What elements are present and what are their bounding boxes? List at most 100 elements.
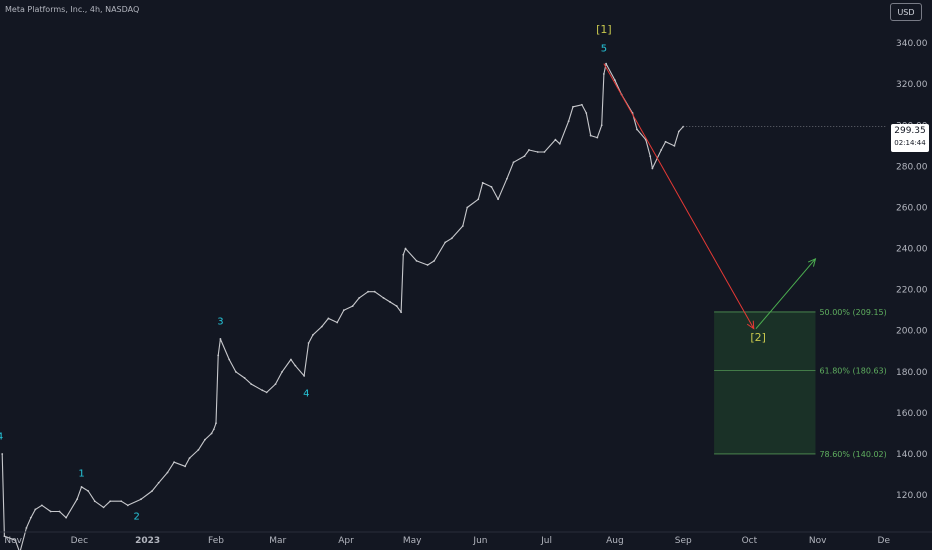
- price-point: [614, 79, 616, 82]
- price-point: [265, 391, 268, 394]
- time-tick-label: Nov: [4, 536, 22, 546]
- price-point: [512, 161, 515, 164]
- price-point: [536, 151, 539, 153]
- down-projection-arrow-head: [746, 320, 755, 330]
- price-point: [336, 321, 339, 324]
- price-point: [80, 485, 83, 488]
- price-point: [402, 253, 405, 256]
- price-point: [382, 296, 385, 299]
- price-point: [490, 186, 493, 188]
- price-point: [450, 237, 453, 240]
- price-tick-label: 200.00: [896, 327, 928, 337]
- price-point: [49, 510, 52, 513]
- price-point: [466, 206, 469, 209]
- price-point: [342, 309, 345, 312]
- time-tick-label: Sep: [675, 536, 692, 546]
- chart-title: Meta Platforms, Inc., 4h, NASDAQ: [5, 5, 140, 14]
- fib-level-label: 50.00% (209.15): [819, 308, 886, 317]
- price-point: [126, 504, 129, 507]
- price-point: [528, 149, 530, 151]
- down-projection-arrow: [603, 63, 755, 330]
- price-point: [389, 301, 392, 303]
- time-tick-label: Jun: [472, 536, 487, 546]
- price-point: [188, 457, 191, 460]
- price-point: [373, 290, 376, 293]
- wave-label: 2: [133, 512, 139, 523]
- price-point: [461, 225, 464, 227]
- price-point: [585, 112, 588, 114]
- bar-countdown: 02:14:44: [894, 139, 926, 147]
- price-point: [102, 506, 105, 509]
- price-point: [554, 138, 557, 141]
- price-point: [312, 333, 314, 336]
- price-point: [589, 134, 592, 137]
- down-projection-arrow-line: [603, 63, 755, 329]
- price-tick-label: 180.00: [896, 368, 928, 378]
- price-point: [228, 358, 231, 361]
- price-point: [184, 465, 187, 468]
- last-price-label: 299.35 02:14:44: [891, 124, 929, 152]
- price-tick-label: 280.00: [896, 162, 928, 172]
- price-point: [351, 305, 354, 307]
- price-point: [682, 125, 685, 128]
- price-point: [204, 438, 206, 441]
- price-point: [567, 120, 570, 123]
- price-point: [173, 461, 176, 464]
- price-point: [605, 62, 607, 65]
- price-point: [215, 422, 217, 425]
- price-point: [506, 177, 508, 180]
- price-point: [303, 375, 306, 377]
- price-point: [217, 354, 220, 357]
- time-tick-label: Aug: [606, 536, 624, 546]
- price-point: [497, 198, 499, 201]
- price-point: [664, 140, 667, 143]
- time-tick-label: Oct: [742, 536, 758, 546]
- price-point: [433, 259, 436, 262]
- price-tick-label: 320.00: [896, 80, 928, 90]
- price-point: [649, 155, 652, 158]
- price-point: [3, 535, 6, 538]
- time-tick-label: Apr: [338, 536, 354, 546]
- price-point: [290, 358, 292, 361]
- time-axis[interactable]: Nov Dec 2023 Feb Mar Apr May Jun Jul Aug Sep Oct Nov…: [0, 531, 932, 546]
- price-point: [234, 370, 237, 373]
- price-point: [320, 325, 323, 328]
- time-tick-label: Nov: [809, 536, 827, 546]
- price-point: [600, 124, 603, 127]
- fib-zone-box: [714, 311, 816, 454]
- price-tick-label: 340.00: [896, 39, 928, 49]
- fibonacci-zone: 50.00% (209.15) 61.80% (180.63) 78.60% (14…: [714, 308, 887, 459]
- price-point: [543, 151, 546, 153]
- price-point: [140, 498, 142, 501]
- price-point: [367, 290, 369, 293]
- degree-label: [2]: [750, 331, 766, 344]
- currency-selector[interactable]: USD: [890, 3, 922, 21]
- price-point: [572, 105, 574, 108]
- wave-label: 3: [217, 317, 223, 328]
- time-tick-label: Jul: [540, 536, 552, 546]
- price-point: [636, 128, 638, 131]
- price-point: [25, 527, 28, 529]
- up-projection-arrow-head: [807, 257, 817, 267]
- price-point: [444, 241, 447, 244]
- price-point: [307, 342, 310, 344]
- price-point: [76, 498, 79, 501]
- price-point: [120, 500, 123, 503]
- price-line: [1, 63, 684, 550]
- price-point: [400, 311, 403, 314]
- price-point: [395, 305, 398, 307]
- degree-label: [1]: [596, 23, 612, 36]
- time-tick-label: 2023: [135, 536, 160, 546]
- price-point: [34, 508, 37, 511]
- time-tick-label: May: [403, 536, 422, 546]
- last-price-value: 299.35: [894, 126, 926, 136]
- projection-arrows: [603, 63, 817, 330]
- price-series: [1, 62, 886, 550]
- wave-label: 4: [0, 432, 3, 443]
- price-point: [197, 448, 200, 451]
- price-point: [677, 130, 680, 133]
- price-point: [210, 432, 213, 435]
- price-point: [93, 500, 96, 503]
